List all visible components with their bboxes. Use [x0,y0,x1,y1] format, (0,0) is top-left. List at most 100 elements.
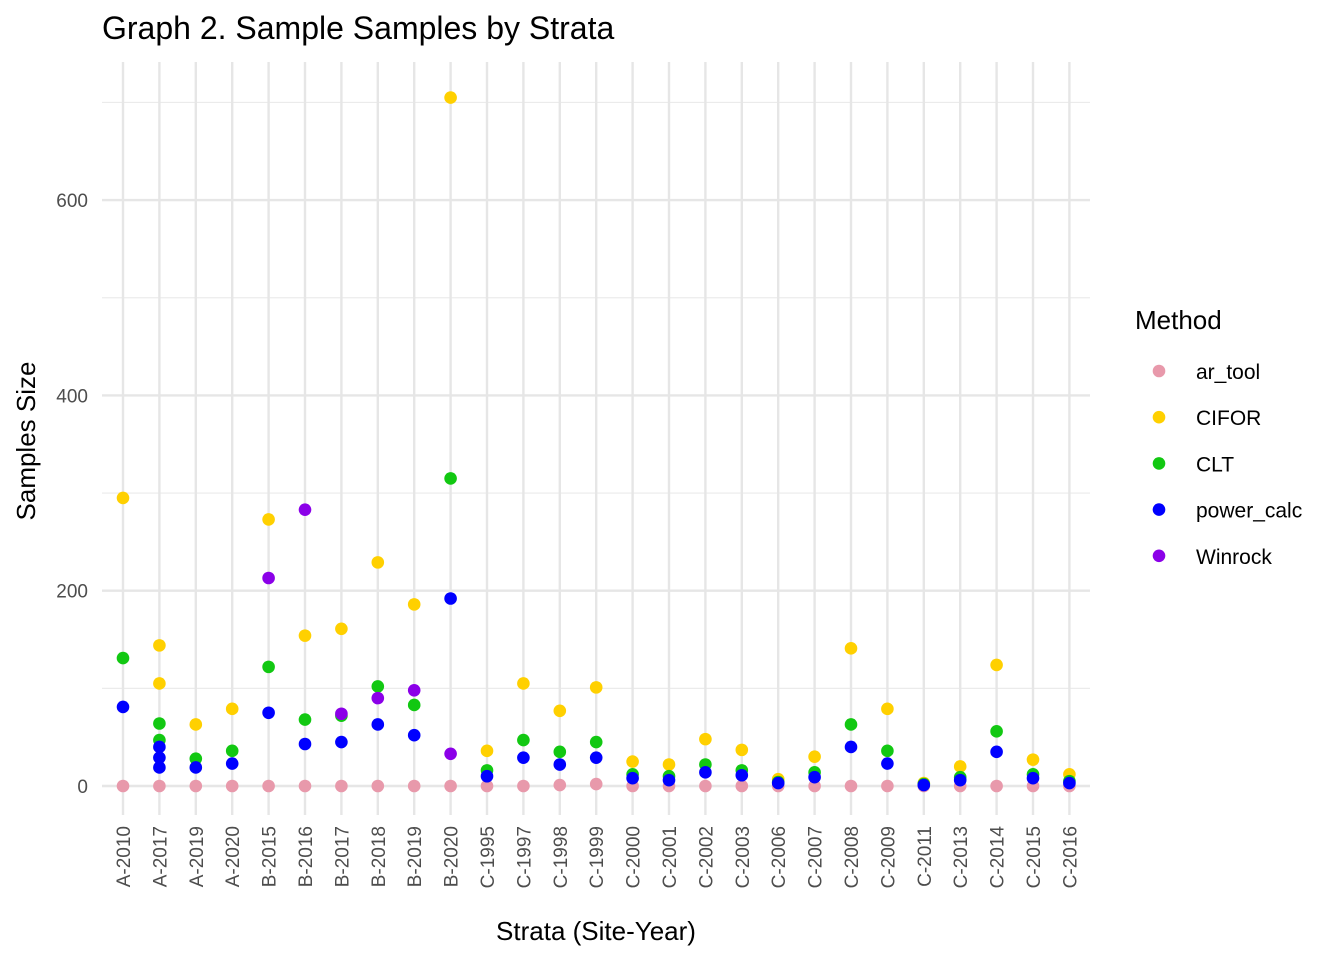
data-point [990,779,1003,793]
data-point [407,779,421,793]
y-tick-label: 200 [56,582,88,603]
data-point [480,779,494,793]
data-point [553,704,567,718]
y-tick-label: 0 [77,777,88,798]
legend-label: Winrock [1196,546,1272,569]
data-point [153,761,166,774]
data-point [335,622,348,636]
data-point [444,779,457,793]
data-point [298,779,312,793]
data-point [480,744,494,758]
data-point [917,778,931,792]
data-point [699,766,712,779]
data-point [881,779,894,793]
data-point [407,698,421,712]
data-point [517,677,530,690]
data-point [116,700,130,714]
x-tick-label: A-2010 [114,826,135,887]
data-point [881,702,894,716]
x-tick-label: B-2017 [332,826,353,887]
data-point [153,639,166,652]
data-point [262,571,275,585]
data-point [371,556,385,569]
data-point [262,660,275,674]
data-point [589,681,603,694]
data-point [517,779,530,793]
legend-key [1152,410,1166,424]
series-CIFOR [116,91,1076,790]
x-tick-label: A-2020 [223,826,244,887]
x-tick-label: B-2019 [405,826,426,887]
data-point [735,779,749,793]
data-point [735,768,749,782]
data-point [298,629,312,642]
data-point [298,737,312,751]
gridlines [102,62,1090,815]
data-point [1026,771,1040,785]
data-points [116,91,1076,793]
x-tick-label: C-2006 [769,826,790,888]
data-point [844,642,858,655]
data-point [153,740,166,754]
data-point [116,779,130,793]
y-tick-label: 400 [56,386,88,407]
data-point [407,684,421,697]
data-point [626,755,639,768]
x-tick-labels: A-2010 A-2017 A-2019 A-2020 B-2015 B-2016 B-20… [114,826,1081,889]
data-point [480,769,494,783]
data-point [735,743,749,757]
x-tick-label: C-2013 [951,826,972,888]
data-point [262,779,275,793]
data-point [808,779,821,793]
legend-title: Method [1135,305,1222,335]
data-point [407,728,421,742]
data-point [990,745,1003,759]
x-tick-label: B-2020 [442,826,463,887]
data-point [262,513,275,526]
data-point [153,677,166,690]
data-point [371,680,385,693]
data-point [444,91,457,104]
y-tick-labels: 0 200 400 600 [56,191,88,798]
x-tick-label: C-2015 [1024,826,1045,888]
x-tick-label: B-2018 [369,826,390,887]
data-point [407,598,421,611]
data-point [335,707,348,721]
data-point [771,776,785,790]
data-point [225,757,239,770]
data-point [335,779,348,793]
data-point [262,706,275,720]
legend: Method ar_tool CIFOR CLT power_calc Winrock [1135,305,1302,569]
data-point [1026,753,1040,766]
data-point [444,747,457,761]
data-point [808,750,821,764]
legend-key [1152,503,1166,516]
data-point [153,717,166,730]
data-point [371,779,385,793]
x-tick-label: A-2019 [187,826,208,887]
data-point [990,725,1003,738]
x-tick-label: C-1997 [514,826,535,888]
legend-label: ar_tool [1196,361,1260,384]
x-tick-label: C-2014 [988,826,1009,889]
data-point [1063,776,1076,790]
data-point [225,702,239,716]
data-point [298,503,312,516]
data-point [189,779,203,793]
x-axis-title: Strata (Site-Year) [496,916,696,946]
data-point [553,778,567,792]
series-Winrock [262,503,457,761]
data-point [881,757,894,770]
chart-title: Graph 2. Sample Samples by Strata [102,10,614,46]
data-point [225,744,239,758]
data-point [517,751,530,764]
data-point [335,735,348,749]
series-power_calc [116,592,1076,792]
data-point [844,740,858,754]
data-point [881,744,894,758]
data-point [844,718,858,731]
y-axis-title: Samples Size [11,362,41,521]
data-point [444,472,457,485]
x-tick-label: C-1998 [551,826,572,888]
data-point [844,779,858,793]
